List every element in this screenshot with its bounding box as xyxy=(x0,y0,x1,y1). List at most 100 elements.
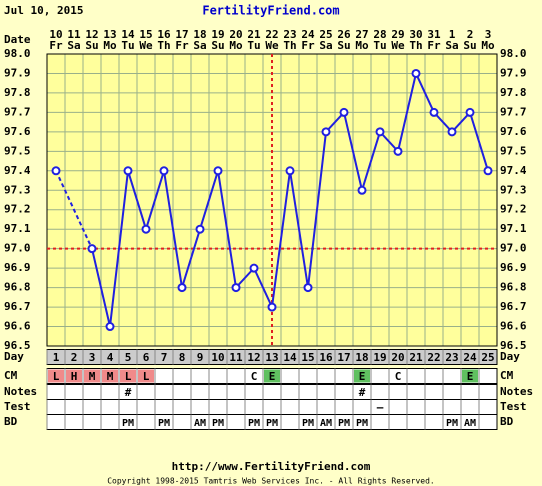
row-cell: AM xyxy=(464,418,476,429)
y-tick-label-right: 96.7 xyxy=(500,300,527,313)
y-tick-label: 97.4 xyxy=(4,164,31,177)
temp-point xyxy=(267,302,277,312)
row-cell: C xyxy=(251,370,258,383)
date-label: 23 xyxy=(283,28,296,41)
row-label-right: CM xyxy=(500,369,514,382)
temp-point xyxy=(51,166,61,176)
row-label: BD xyxy=(4,415,18,428)
row-label: CM xyxy=(4,369,18,382)
y-tick-label-right: 96.8 xyxy=(500,281,527,294)
row-label: Day xyxy=(4,350,24,363)
row-cell: 5 xyxy=(125,351,132,364)
date-label: 10 xyxy=(49,28,62,41)
y-tick-label-right: 98.0 xyxy=(500,47,527,60)
row-cell: AM xyxy=(194,418,206,429)
row-cell: 1 xyxy=(53,351,60,364)
row-cell: 17 xyxy=(337,351,350,364)
date-label: 21 xyxy=(247,28,261,41)
temp-point xyxy=(231,283,241,293)
date-label: 31 xyxy=(427,28,441,41)
row-cell: 8 xyxy=(179,351,186,364)
weekday-label: Sa xyxy=(319,39,332,52)
row-cell: PM xyxy=(122,418,134,429)
weekday-label: Mo xyxy=(481,39,495,52)
date-label: 22 xyxy=(265,28,278,41)
weekday-label: Fr xyxy=(301,39,315,52)
row-cell: M xyxy=(89,370,96,383)
y-tick-label-right: 97.7 xyxy=(500,105,527,118)
row-cell: L xyxy=(143,370,150,383)
row-cell: 10 xyxy=(211,351,224,364)
row-cell: L xyxy=(125,370,132,383)
y-tick-label-right: 96.9 xyxy=(500,261,527,274)
cm-cell xyxy=(102,369,118,383)
weekday-label: Tu xyxy=(121,39,134,52)
cm-cell xyxy=(120,369,136,383)
row-cell: PM xyxy=(446,418,458,429)
cm-cell xyxy=(264,369,280,383)
temp-point xyxy=(375,127,385,137)
weekday-label: Mo xyxy=(103,39,117,52)
temp-point xyxy=(195,224,205,234)
weekday-label: Fr xyxy=(49,39,63,52)
weekday-label: Mo xyxy=(355,39,369,52)
weekday-label: Sa xyxy=(193,39,206,52)
row-cell: M xyxy=(107,370,114,383)
temp-point xyxy=(303,283,313,293)
row-cell: PM xyxy=(158,418,170,429)
row-label-right: Notes xyxy=(500,385,533,398)
row-cell: 3 xyxy=(89,351,96,364)
row-bg xyxy=(46,384,498,400)
temp-point xyxy=(249,263,259,273)
header-site: FertilityFriend.com xyxy=(202,4,339,18)
date-label: 18 xyxy=(193,28,206,41)
date-label: 15 xyxy=(139,28,152,41)
y-tick-label: 96.7 xyxy=(4,300,31,313)
cm-cell xyxy=(48,369,64,383)
temp-point xyxy=(321,127,331,137)
temp-point xyxy=(159,166,169,176)
cm-cell xyxy=(138,369,154,383)
weekday-label: Th xyxy=(157,39,170,52)
y-tick-label: 97.1 xyxy=(4,222,31,235)
row-cell: H xyxy=(71,370,78,383)
row-cell: # xyxy=(359,386,366,399)
date-label: 29 xyxy=(391,28,404,41)
row-cell: 7 xyxy=(161,351,168,364)
row-cell: # xyxy=(125,386,132,399)
cm-cell xyxy=(66,369,82,383)
row-cell: PM xyxy=(266,418,278,429)
temp-point xyxy=(411,68,421,78)
date-label: 1 xyxy=(449,28,456,41)
y-tick-label-right: 97.8 xyxy=(500,86,527,99)
y-tick-label: 97.0 xyxy=(4,242,31,255)
temp-point xyxy=(429,107,439,117)
weekday-label: We xyxy=(139,39,153,52)
row-label: Test xyxy=(4,400,31,413)
date-label: 12 xyxy=(85,28,98,41)
row-cell: C xyxy=(395,370,402,383)
date-label: 20 xyxy=(229,28,242,41)
weekday-label: Sa xyxy=(445,39,458,52)
weekday-label: Su xyxy=(211,39,224,52)
date-label: 26 xyxy=(337,28,351,41)
y-tick-label-right: 96.6 xyxy=(500,320,527,333)
weekday-label: Su xyxy=(85,39,98,52)
row-cell: PM xyxy=(302,418,314,429)
row-cell: 24 xyxy=(463,351,477,364)
row-cell: 16 xyxy=(319,351,333,364)
row-cell: 25 xyxy=(481,351,494,364)
temp-point xyxy=(465,107,475,117)
y-tick-label: 97.5 xyxy=(4,144,31,157)
row-cell: 11 xyxy=(229,351,243,364)
temp-point xyxy=(213,166,223,176)
date-label: 25 xyxy=(319,28,332,41)
date-label: 16 xyxy=(157,28,171,41)
header-date: Jul 10, 2015 xyxy=(4,4,83,17)
date-label: 11 xyxy=(67,28,81,41)
y-tick-label: 96.6 xyxy=(4,320,31,333)
weekday-label: Fr xyxy=(175,39,189,52)
y-tick-label-right: 97.3 xyxy=(500,183,527,196)
row-cell: E xyxy=(467,370,474,383)
y-tick-label: 96.8 xyxy=(4,281,31,294)
